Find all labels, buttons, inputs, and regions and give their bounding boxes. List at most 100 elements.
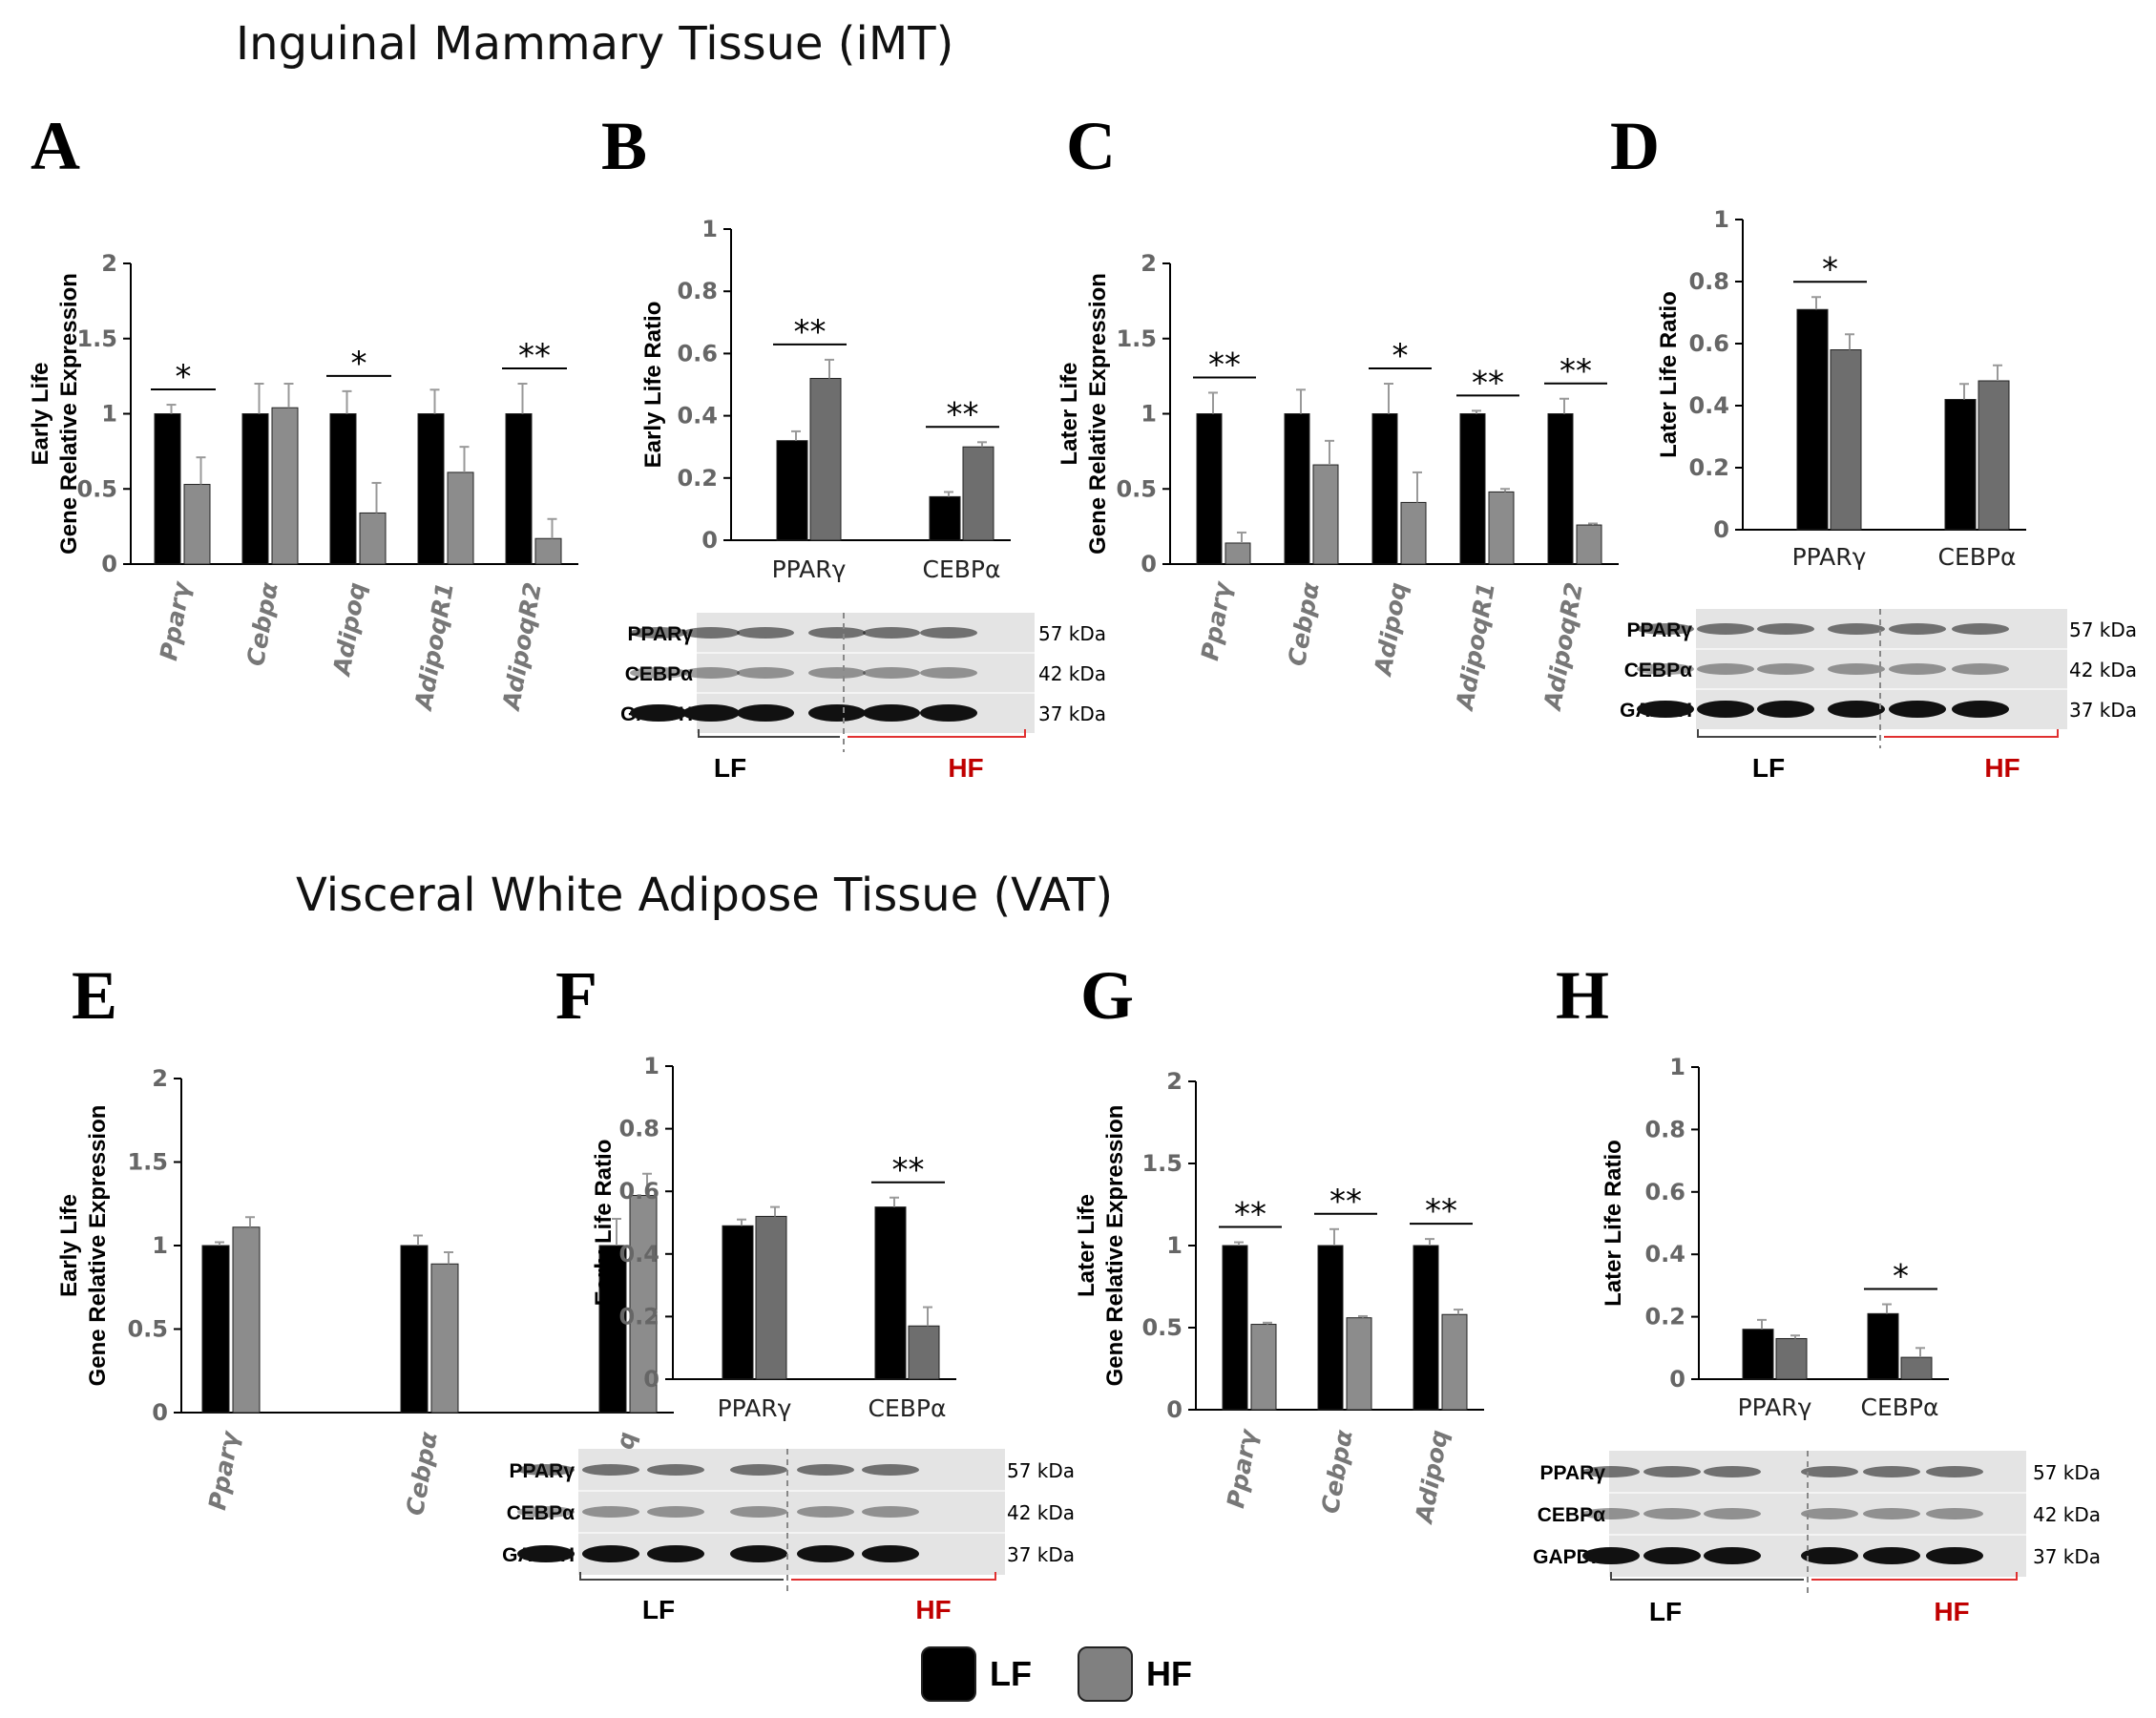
y-tick-label-e: 1 — [152, 1232, 168, 1259]
blot-band-f-2-1 — [582, 1545, 639, 1562]
category-label-e-1: Cebpα — [401, 1429, 443, 1518]
bar-f-hf-1 — [908, 1325, 940, 1380]
bar-c-hf-0 — [1225, 542, 1251, 565]
bar-d-hf-1 — [1978, 380, 2010, 531]
blot-band-b-0-3 — [808, 627, 866, 639]
y-tick-label-b: 0.6 — [677, 340, 718, 367]
blot-band-f-1-3 — [730, 1506, 787, 1518]
category-label-a-1: Cebpα — [241, 579, 283, 668]
blot-band-label-d-1: CEBPα — [1624, 660, 1692, 681]
bar-h-lf-0 — [1742, 1329, 1774, 1380]
y-tick-label-e: 2 — [152, 1065, 168, 1092]
bar-a-lf-4 — [505, 413, 533, 565]
blot-band-h-2-0 — [1582, 1547, 1640, 1564]
blot-band-h-0-4 — [1863, 1466, 1920, 1477]
bar-g-lf-2 — [1413, 1245, 1439, 1411]
blot-band-label-h-1: CEBPα — [1538, 1504, 1605, 1526]
blot-band-d-2-3 — [1828, 701, 1885, 718]
bar-g-lf-0 — [1222, 1245, 1248, 1411]
significance-mark-c-2: * — [1392, 337, 1409, 375]
significance-mark-c-3: ** — [1472, 364, 1504, 402]
y-tick-label-g: 0.5 — [1141, 1314, 1183, 1341]
category-label-a-3: AdipoqR1 — [409, 580, 459, 714]
panel-letter-a: A — [31, 108, 80, 184]
y-tick-label-f: 0.6 — [618, 1178, 659, 1205]
significance-mark-a-0: * — [176, 358, 192, 396]
y-axis-label-line2-g: Gene Relative Expression — [1102, 1105, 1128, 1387]
significance-mark-a-2: * — [351, 345, 367, 383]
category-label-h-1: CEBPα — [1861, 1393, 1939, 1421]
blot-band-f-1-4 — [797, 1506, 854, 1518]
blot-band-b-0-2 — [737, 627, 794, 639]
bar-a-hf-2 — [359, 512, 387, 565]
blot-bracket-hf-b — [848, 729, 1026, 738]
bar-b-lf-0 — [776, 440, 808, 541]
bar-e-lf-1 — [400, 1245, 429, 1414]
y-tick-label-g: 1.5 — [1141, 1150, 1183, 1177]
bar-e-hf-1 — [430, 1263, 459, 1414]
blot-band-d-0-1 — [1697, 623, 1754, 635]
blot-bracket-lf-d — [1697, 729, 1876, 738]
bar-e-lf-2 — [598, 1245, 627, 1414]
blot-band-h-1-3 — [1801, 1508, 1858, 1519]
y-tick-label-b: 1 — [701, 216, 718, 242]
blot-band-d-2-2 — [1757, 701, 1814, 718]
blot-band-b-0-1 — [682, 627, 740, 639]
y-tick-label-c: 1.5 — [1116, 325, 1157, 352]
y-axis-label-h: Later Life Ratio — [1601, 1140, 1626, 1307]
blot-band-d-0-5 — [1952, 623, 2009, 635]
y-tick-label-d: 0.6 — [1688, 330, 1729, 357]
significance-mark-a-4: ** — [518, 337, 551, 375]
blot-band-f-1-0 — [517, 1506, 575, 1518]
y-tick-label-g: 1 — [1166, 1232, 1183, 1259]
blot-group-label-lf-d: LF — [1752, 753, 1785, 783]
panel-letter-b: B — [601, 108, 648, 184]
blot-band-b-1-5 — [920, 667, 977, 679]
blot-band-f-2-3 — [730, 1545, 787, 1562]
blot-band-d-2-0 — [1637, 701, 1694, 718]
blot-band-f-0-2 — [647, 1464, 704, 1476]
blot-band-f-0-1 — [582, 1464, 639, 1476]
blot-group-label-hf-b: HF — [948, 753, 983, 783]
y-tick-label-f: 0.4 — [618, 1241, 659, 1268]
blot-band-d-1-3 — [1828, 663, 1885, 675]
category-label-a-0: Pparγ — [155, 578, 196, 662]
blot-group-label-hf-f: HF — [915, 1595, 951, 1624]
blot-bracket-hf-h — [1811, 1572, 2018, 1581]
chart-panel-c: 0 0.5 1 1.5 2 Later Life Gene Relative Express… — [1057, 250, 1619, 714]
bar-g-hf-2 — [1441, 1313, 1468, 1411]
bar-a-lf-2 — [329, 413, 357, 565]
category-label-g-1: Cebpα — [1316, 1427, 1358, 1516]
panel-letter-f: F — [555, 957, 597, 1034]
blot-kda-label-h-0: 57 kDa — [2033, 1461, 2101, 1484]
blot-band-h-2-5 — [1926, 1547, 1983, 1564]
y-tick-label-g: 0 — [1166, 1396, 1183, 1423]
y-tick-label-d: 0 — [1713, 516, 1729, 543]
y-tick-label-e: 0.5 — [127, 1316, 168, 1343]
blot-bracket-lf-h — [1610, 1572, 1804, 1581]
y-tick-label-f: 0.2 — [618, 1303, 659, 1330]
bar-f-lf-1 — [874, 1206, 907, 1380]
blot-band-d-1-4 — [1889, 663, 1946, 675]
blot-band-f-1-1 — [582, 1506, 639, 1518]
blot-group-label-lf-h: LF — [1649, 1597, 1682, 1626]
blot-kda-label-d-1: 42 kDa — [2069, 659, 2137, 681]
blot-kda-label-b-2: 37 kDa — [1038, 702, 1106, 725]
chart-panel-e: 0 0.5 1 1.5 2 Early Life Gene Relative Express… — [56, 1065, 674, 1529]
category-label-g-2: Adipoq — [1410, 1428, 1454, 1527]
bar-e-lf-0 — [201, 1245, 230, 1414]
blot-band-b-1-0 — [630, 667, 687, 679]
bar-f-hf-0 — [755, 1215, 787, 1380]
bar-c-lf-0 — [1196, 413, 1223, 565]
blot-band-h-1-5 — [1926, 1508, 1983, 1519]
chart-panel-h: 0 0.2 0.4 0.6 0.8 1 Later Life Ratio PPARγ * CEBP… — [1533, 1054, 2101, 1626]
panel-letter-e: E — [72, 957, 118, 1034]
panel-letter-h: H — [1556, 957, 1610, 1034]
blot-background-f — [578, 1449, 1005, 1575]
y-tick-label-e: 0 — [152, 1399, 168, 1426]
category-label-c-0: Pparγ — [1196, 578, 1237, 662]
category-label-a-4: AdipoqR2 — [497, 580, 547, 714]
bar-a-hf-3 — [447, 471, 474, 565]
panel-letter-g: G — [1080, 957, 1135, 1034]
category-label-b-1: CEBPα — [923, 555, 1001, 583]
